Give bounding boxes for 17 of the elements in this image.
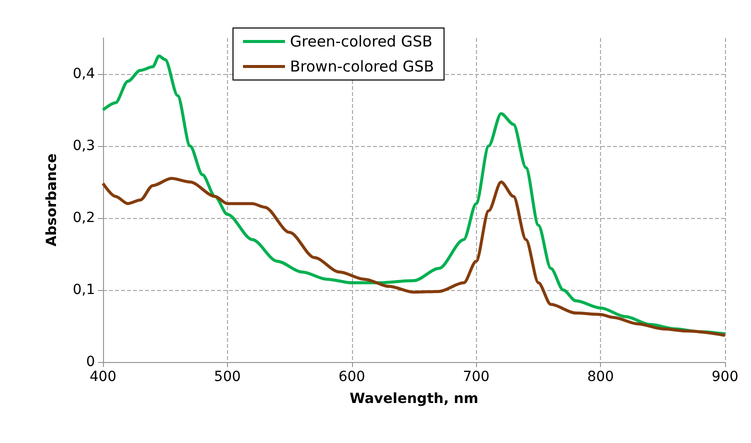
legend-label: Green-colored GSB (290, 32, 432, 50)
legend-label: Brown-colored GSB (290, 58, 434, 76)
x-tick-label: 400 (90, 369, 116, 385)
y-tick-label: 0,2 (72, 210, 95, 226)
y-tick-label: 0,1 (72, 282, 95, 298)
x-tick-label: 600 (338, 369, 366, 385)
x-tick-label: 900 (712, 369, 738, 385)
line-series (102, 54, 726, 336)
x-tick-label: 700 (462, 369, 490, 385)
y-tick-label: 0,4 (72, 66, 96, 82)
y-tick-label: 0 (86, 354, 95, 370)
y-tick-label: 0,3 (72, 138, 95, 154)
x-tick-label: 800 (587, 369, 614, 385)
x-tick-label: 500 (214, 369, 241, 385)
x-axis-title: Wavelength, nm (350, 391, 478, 407)
line-series (102, 176, 726, 337)
y-axis-title: Absorbance (44, 154, 60, 246)
